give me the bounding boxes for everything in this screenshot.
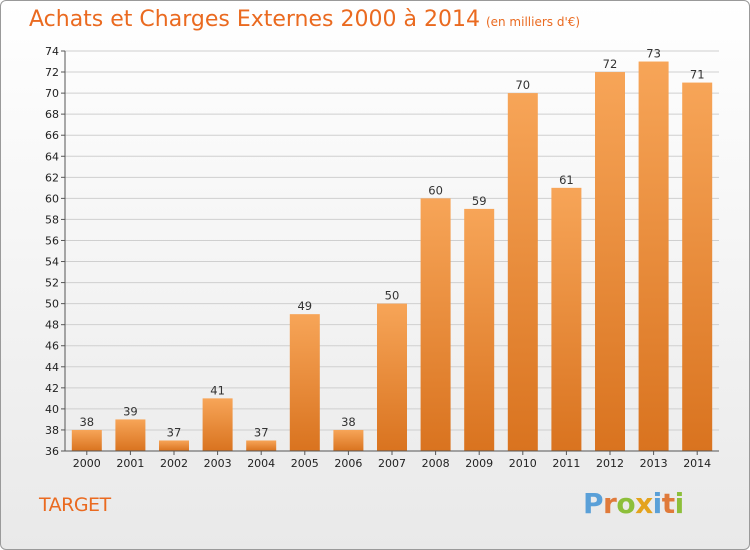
y-tick-label: 40 bbox=[45, 403, 59, 416]
logo-letter: i bbox=[652, 487, 663, 520]
y-tick-label: 56 bbox=[45, 234, 59, 247]
x-tick-label: 2012 bbox=[596, 457, 624, 470]
chart-subtitle: (en milliers d'€) bbox=[485, 15, 581, 29]
y-tick-label: 68 bbox=[45, 108, 59, 121]
x-tick-label: 2005 bbox=[291, 457, 319, 470]
bar-value-label: 37 bbox=[254, 425, 269, 439]
logo-letter: x bbox=[635, 487, 653, 520]
y-tick-label: 38 bbox=[45, 424, 59, 437]
logo-letter: t bbox=[661, 487, 675, 520]
bar bbox=[638, 61, 669, 452]
bar-value-label: 72 bbox=[603, 57, 618, 71]
y-tick-label: 36 bbox=[45, 445, 59, 458]
bar bbox=[682, 82, 713, 451]
bar bbox=[71, 429, 102, 451]
y-tick-label: 72 bbox=[45, 66, 59, 79]
bar-value-label: 37 bbox=[167, 425, 182, 439]
x-tick-label: 2004 bbox=[247, 457, 275, 470]
bar bbox=[464, 208, 495, 451]
y-tick-label: 48 bbox=[45, 319, 59, 332]
bar bbox=[246, 440, 277, 451]
bar-value-label: 38 bbox=[79, 415, 94, 429]
proxiti-logo: Proxiti bbox=[583, 487, 684, 520]
x-tick-label: 2003 bbox=[204, 457, 232, 470]
bar bbox=[333, 429, 364, 451]
bar bbox=[377, 303, 407, 451]
x-tick-label: 2011 bbox=[552, 457, 580, 470]
y-tick-label: 42 bbox=[45, 382, 59, 395]
x-tick-label: 2001 bbox=[116, 457, 144, 470]
bar-value-label: 59 bbox=[472, 194, 487, 208]
axes: 36 38 40 42 44 46 48 50 52 54 56 58 60 62 64 66 68 70 72 74… bbox=[45, 45, 719, 470]
y-tick-label: 52 bbox=[45, 277, 59, 290]
bar bbox=[420, 198, 451, 451]
x-tick-label: 2002 bbox=[160, 457, 188, 470]
y-tick-label: 64 bbox=[45, 150, 59, 163]
y-tick-label: 60 bbox=[45, 192, 59, 205]
y-tick-label: 62 bbox=[45, 171, 59, 184]
y-tick-label: 44 bbox=[45, 361, 59, 374]
x-tick-label: 2000 bbox=[73, 457, 101, 470]
x-tick-label: 2013 bbox=[640, 457, 668, 470]
logo-letter: P bbox=[583, 487, 604, 520]
logo-letter: r bbox=[603, 487, 617, 520]
bar bbox=[115, 419, 146, 451]
bar-value-label: 61 bbox=[559, 173, 574, 187]
bar bbox=[202, 398, 233, 451]
bars: 38 39 37 41 37 49 38 50 60 59 70 61 72 73 71 bbox=[71, 47, 713, 452]
x-tick-label: 2014 bbox=[683, 457, 711, 470]
logo-letter: i bbox=[674, 487, 685, 520]
y-tick-label: 50 bbox=[45, 298, 59, 311]
bar bbox=[289, 314, 320, 451]
bar bbox=[159, 440, 189, 451]
y-tick-label: 46 bbox=[45, 340, 59, 353]
bar bbox=[507, 93, 538, 452]
bar-value-label: 38 bbox=[341, 415, 356, 429]
chart-title: Achats et Charges Externes 2000 à 2014 (e… bbox=[29, 7, 580, 32]
bar-value-label: 49 bbox=[297, 299, 312, 313]
x-tick-label: 2009 bbox=[465, 457, 493, 470]
x-tick-label: 2010 bbox=[509, 457, 537, 470]
bar bbox=[551, 187, 582, 451]
bar-value-label: 73 bbox=[646, 47, 661, 61]
y-tick-label: 66 bbox=[45, 129, 59, 142]
bar-value-label: 39 bbox=[123, 404, 138, 418]
y-tick-label: 58 bbox=[45, 213, 59, 226]
x-tick-label: 2008 bbox=[422, 457, 450, 470]
y-tick-label: 74 bbox=[45, 45, 59, 58]
bar-value-label: 70 bbox=[515, 78, 530, 92]
chart-title-text: Achats et Charges Externes 2000 à 2014 bbox=[29, 7, 480, 32]
y-tick-label: 54 bbox=[45, 256, 59, 269]
x-tick-label: 2006 bbox=[334, 457, 362, 470]
bar-value-label: 41 bbox=[210, 383, 225, 397]
x-tick-label: 2007 bbox=[378, 457, 406, 470]
logo-letter: o bbox=[616, 487, 636, 520]
bar-value-label: 71 bbox=[690, 68, 705, 82]
bar-value-label: 50 bbox=[385, 289, 400, 303]
entity-label: TARGET bbox=[39, 494, 111, 516]
bar bbox=[595, 72, 625, 451]
bar-value-label: 60 bbox=[428, 183, 443, 197]
y-tick-label: 70 bbox=[45, 87, 59, 100]
